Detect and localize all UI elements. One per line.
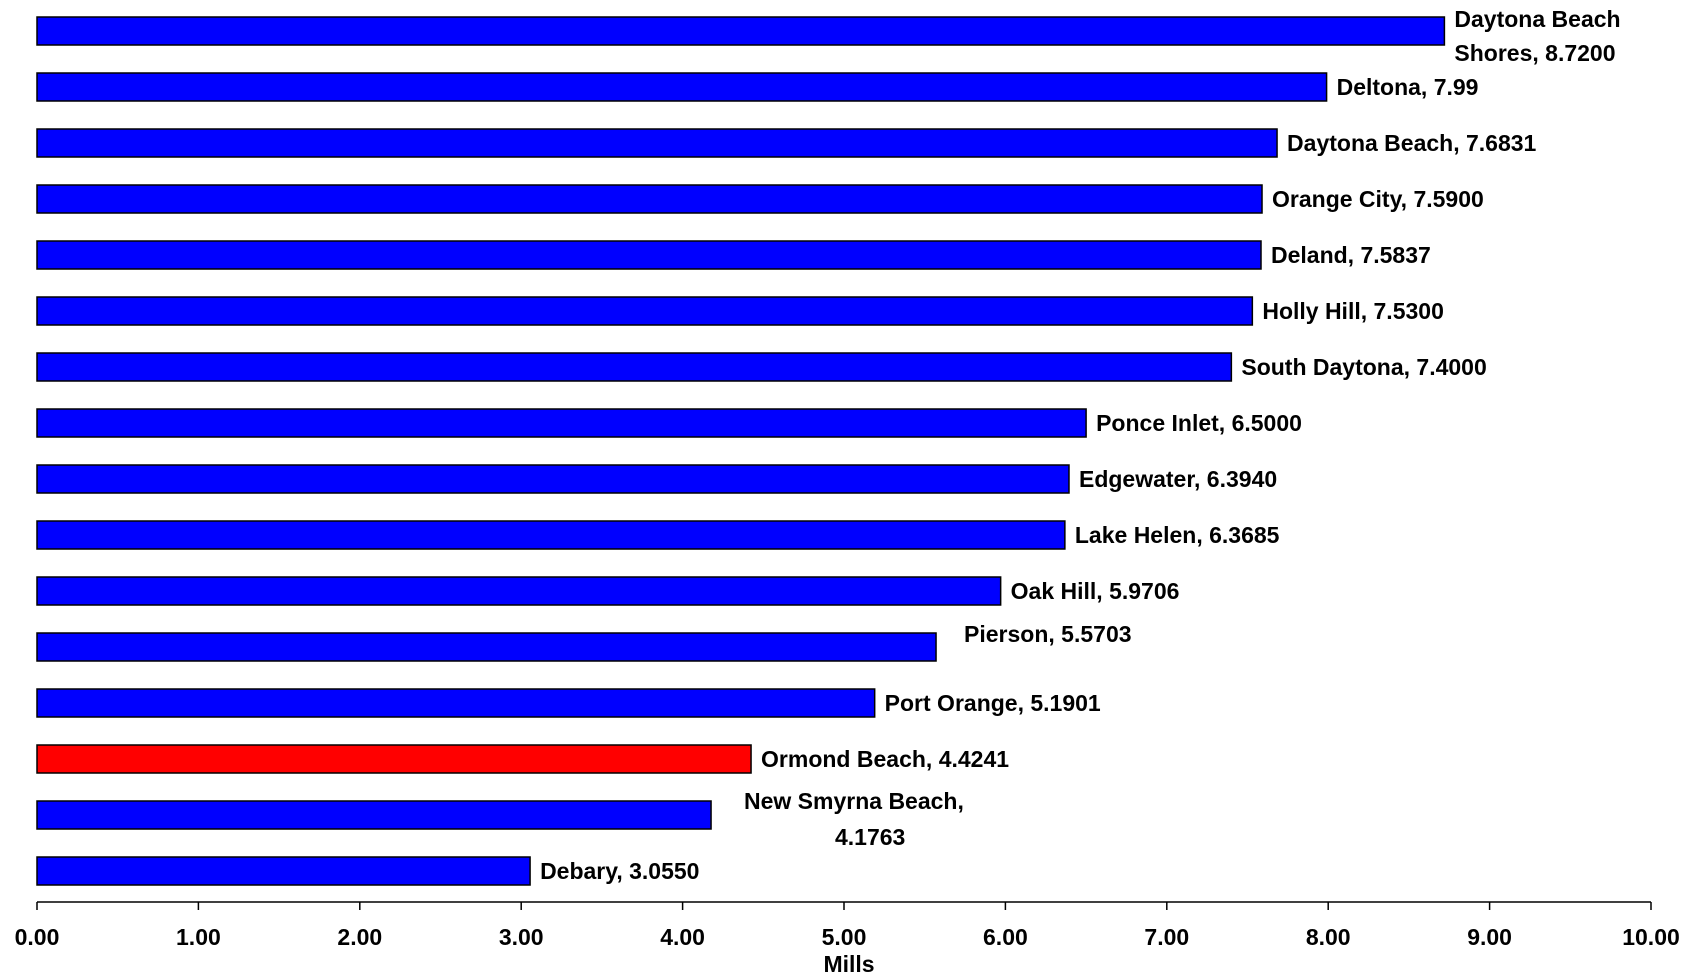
bar-label-6-line-0: South Daytona, 7.4000 (1241, 354, 1486, 380)
bar-10 (36, 576, 1002, 606)
x-tick-label-7: 7.00 (1144, 924, 1189, 950)
bar-3 (36, 184, 1263, 214)
x-axis-title: Mills (823, 951, 874, 977)
x-tick-label-10: 10.00 (1622, 924, 1680, 950)
bar-12 (36, 688, 876, 718)
bar-label-7-line-0: Ponce Inlet, 6.5000 (1096, 410, 1302, 436)
x-tick-label-9: 9.00 (1467, 924, 1512, 950)
bar-4 (36, 240, 1262, 270)
bar-13 (36, 744, 752, 774)
x-tick-label-0: 0.00 (15, 924, 60, 950)
bar-1 (36, 72, 1328, 102)
bar-7 (36, 408, 1087, 438)
bar-5 (36, 296, 1254, 326)
bar-11 (36, 632, 937, 662)
bar-label-10-line-0: Oak Hill, 5.9706 (1011, 578, 1180, 604)
x-tick-label-3: 3.00 (499, 924, 544, 950)
bar-6 (36, 352, 1233, 382)
x-tick-label-4: 4.00 (660, 924, 705, 950)
bars-group (36, 16, 1446, 886)
bar-label-13-line-0: Ormond Beach, 4.4241 (761, 746, 1009, 772)
x-tick-label-2: 2.00 (337, 924, 382, 950)
bar-label-0-line-0: Daytona Beach (1454, 6, 1620, 32)
x-tick-label-5: 5.00 (822, 924, 867, 950)
bar-9 (36, 520, 1066, 550)
bar-label-15-line-0: Debary, 3.0550 (540, 858, 699, 884)
bar-label-14-line-0: New Smyrna Beach, (744, 788, 964, 814)
bar-15 (36, 856, 531, 886)
bar-2 (36, 128, 1278, 158)
bar-labels-group: Daytona Beach Shores, 8.7200 Deltona, 7.99… (540, 6, 1621, 884)
bar-label-4-line-0: Deland, 7.5837 (1271, 242, 1431, 268)
bar-label-3-line-0: Orange City, 7.5900 (1272, 186, 1484, 212)
bar-label-8-line-0: Edgewater, 6.3940 (1079, 466, 1277, 492)
bar-8 (36, 464, 1070, 494)
bar-label-1-line-0: Deltona, 7.99 (1337, 74, 1479, 100)
bar-label-9-line-0: Lake Helen, 6.3685 (1075, 522, 1280, 548)
x-tick-label-8: 8.00 (1306, 924, 1351, 950)
bar-label-0-line-1: Shores, 8.7200 (1454, 40, 1615, 66)
bar-0 (36, 16, 1446, 46)
bar-14 (36, 800, 712, 830)
x-axis: 0.00 1.00 2.00 3.00 4.00 5.00 6.00 7.00 8.00 9.00… (15, 901, 1680, 950)
bar-label-2-line-0: Daytona Beach, 7.6831 (1287, 130, 1537, 156)
x-tick-label-6: 6.00 (983, 924, 1028, 950)
bar-label-14-line-1: 4.1763 (835, 824, 905, 850)
x-tick-label-1: 1.00 (176, 924, 221, 950)
bar-label-11-line-0: Pierson, 5.5703 (964, 621, 1131, 647)
bar-label-12-line-0: Port Orange, 5.1901 (885, 690, 1101, 716)
bar-label-5-line-0: Holly Hill, 7.5300 (1262, 298, 1444, 324)
